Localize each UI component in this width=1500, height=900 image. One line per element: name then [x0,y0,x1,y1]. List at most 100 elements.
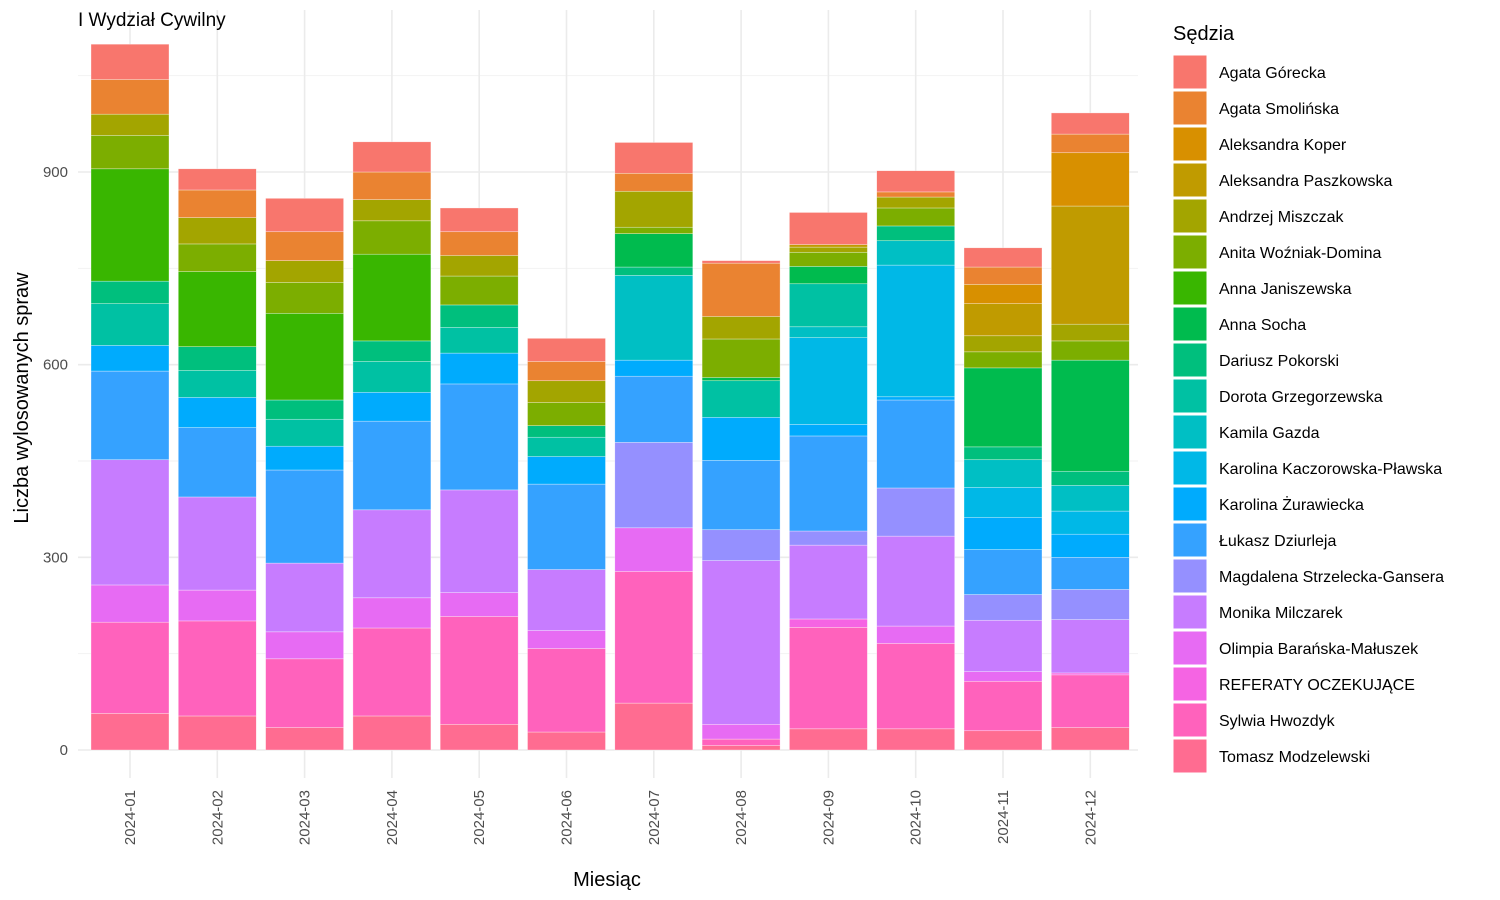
bar-segment [352,141,432,173]
bar-segment [439,304,519,328]
bar-segment [352,509,432,599]
legend-swatch [1172,594,1208,630]
x-tick-label: 2024-04 [384,790,401,845]
bar-segment [90,459,170,586]
bar-segment [439,255,519,277]
y-tick-label: 900 [43,164,68,181]
bar-segment [1051,727,1130,751]
x-tick-label: 2024-10 [908,790,925,845]
bar-segment [789,283,868,328]
x-tick-label: 2024-05 [471,790,488,845]
x-tick-label: 2024-08 [733,790,750,845]
bar-segment [614,233,694,268]
chart-title: I Wydział Cywilny [78,10,226,31]
bar-segment [1051,589,1130,620]
bar-segment [876,240,956,266]
bar-segment [963,266,1043,285]
bar-segment [614,226,694,234]
bar-segment [963,247,1043,268]
bar-segment [963,517,1043,550]
bar-segment [876,191,956,198]
legend-label: Karolina Żurawiecka [1219,495,1364,514]
legend-label: Monika Milczarek [1219,605,1344,622]
legend-swatch [1172,342,1208,378]
legend-label: Agata Górecka [1219,65,1326,82]
legend-label: Dorota Grzegorzewska [1219,389,1383,406]
bar-segment [90,345,170,372]
bar-segment [789,212,868,245]
bar-segment [1051,152,1130,207]
bar-segment [701,260,781,264]
bar-segment [527,648,606,733]
legend-label: Magdalena Strzelecka-Gansera [1219,569,1444,586]
legend-label: Łukasz Dziurleja [1219,533,1336,550]
bar-segment [527,731,606,751]
legend-swatch [1172,198,1208,234]
legend-swatch [1172,90,1208,126]
bar-segment [90,280,170,304]
bar-segment [789,244,868,248]
bar-segment [352,361,432,393]
legend-swatch [1172,450,1208,486]
y-axis-title: Liczba wylosowanych spraw [11,272,33,524]
bar-segment [527,569,606,631]
bar-segment [701,262,781,317]
legend-swatch [1172,486,1208,522]
bar-segment [789,544,868,620]
bar-segment [265,445,344,471]
y-tick-label: 0 [60,742,68,759]
legend-label: Olimpia Barańska-Małuszek [1219,641,1419,658]
x-tick-label: 2024-02 [209,790,226,845]
bar-segment [178,189,257,218]
bar-segment [265,658,344,728]
bar-segment [352,391,432,422]
x-tick-label: 2024-07 [646,790,663,845]
bar-segment [527,361,606,382]
legend-label: Agata Smolińska [1219,101,1339,118]
bar-segment [614,275,694,361]
legend-swatch [1172,630,1208,666]
bar-segment [963,619,1043,672]
legend-swatch [1172,234,1208,270]
bar-segment [178,496,257,591]
legend-swatch [1172,270,1208,306]
bar-segment [963,594,1043,621]
bar-segment [527,380,606,403]
bar-segment [527,483,606,570]
bar-segment [701,316,781,340]
bar-segment [876,170,956,193]
bar-segment [614,172,694,192]
bar-segment [265,312,344,401]
bar-segment [876,535,956,627]
bar-segment [352,340,432,362]
bar-segment [439,352,519,385]
bar-segment [178,397,257,428]
bar-segment [527,402,606,426]
bar-segment [701,377,781,382]
y-tick-labels: 0 300 600 900 [43,164,68,759]
bar-segment [178,271,257,347]
bar-segment [265,399,344,420]
bar-segment [701,380,781,418]
bar-segment [789,530,868,546]
bar-segment [876,728,956,751]
bar-segment [614,702,694,751]
bar-segment [876,207,956,227]
bar-segment [178,620,257,717]
bar-segment [963,367,1043,448]
bar-segment [178,427,257,498]
bar-segment [352,220,432,255]
bar-segment [789,251,868,267]
bar-segment [265,231,344,261]
bar-segment [789,266,868,285]
bar-segment [439,489,519,593]
legend-label: Anna Janiszewska [1219,281,1352,298]
y-tick-label: 600 [43,357,68,374]
bar-segment [439,207,519,233]
bar-segment [876,396,956,401]
bar-segment [178,217,257,245]
bar-segment [1051,133,1130,154]
bar-segment [614,190,694,228]
legend-title: Sędzia [1173,23,1235,45]
